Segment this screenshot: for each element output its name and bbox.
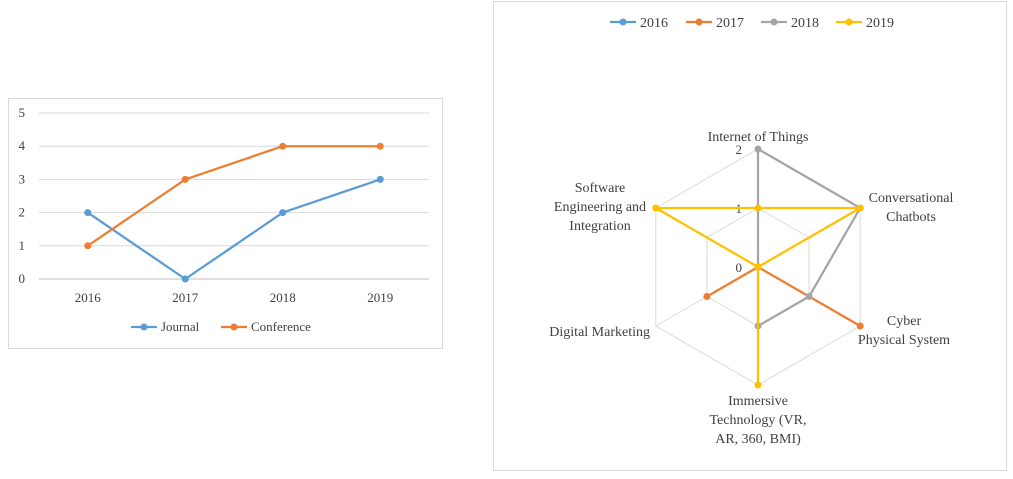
radar-axis-label: Immersive Technology (VR, AR, 360, BMI) [709, 394, 806, 447]
legend-marker-icon [770, 18, 778, 26]
line-chart: 0 1 2 3 4 5 2016 2017 2018 2019 Journal Conference [19, 105, 429, 334]
x-tick-label: 2018 [270, 290, 296, 305]
legend-label: Conference [251, 319, 311, 334]
radar-data-point [856, 322, 864, 330]
data-point [279, 209, 287, 217]
radar-data-point [856, 204, 864, 212]
y-tick-label: 5 [19, 105, 26, 120]
radar-axis-label: Cyber Physical System [858, 314, 950, 348]
radar-data-point [754, 263, 762, 271]
series-line-journal [87, 178, 381, 281]
legend-label: 2016 [640, 16, 668, 31]
radar-axis-label: Software Engineering and Integration [554, 181, 646, 234]
line-chart-panel: 0 1 2 3 4 5 2016 2017 2018 2019 Journal Conference [8, 98, 443, 349]
legend-label: 2019 [866, 16, 894, 31]
radar-data-point [754, 145, 762, 153]
y-tick-label: 1 [19, 238, 26, 253]
radar-axis-label: Digital Marketing [549, 325, 650, 340]
x-tick-label: 2017 [172, 290, 199, 305]
series-line-conference [87, 145, 381, 247]
y-tick-label: 0 [19, 271, 26, 286]
radar-axis-label: Internet of Things [708, 130, 809, 145]
radar-data-point [805, 293, 813, 300]
legend-marker-icon [619, 18, 627, 26]
data-point [279, 142, 287, 150]
data-point [181, 275, 189, 283]
x-tick-label: 2019 [367, 290, 393, 305]
x-tick-label: 2016 [75, 290, 102, 305]
data-point [84, 242, 92, 250]
legend-marker-icon [845, 18, 853, 26]
data-point [84, 209, 92, 217]
y-tick-label: 2 [19, 205, 26, 220]
legend-marker-icon [695, 18, 703, 26]
legend-marker-icon [140, 323, 148, 331]
radar-series-2017 [705, 265, 862, 328]
data-point [376, 142, 384, 150]
radar-tick-label: 2 [736, 142, 743, 157]
legend-label: 2017 [716, 16, 744, 31]
data-point [376, 175, 384, 183]
y-tick-label: 3 [19, 171, 26, 186]
radar-tick-label: 0 [736, 260, 743, 275]
radar-axis-label: Conversational Chatbots [869, 191, 954, 225]
radar-data-point [754, 204, 762, 212]
radar-chart-panel: 0 1 2 Internet of Things Conversational Chatb… [493, 1, 1007, 471]
legend-marker-icon [230, 323, 238, 331]
data-point [181, 175, 189, 183]
radar-data-point [703, 293, 711, 300]
radar-series-2018 [756, 147, 862, 328]
radar-data-point [652, 204, 660, 212]
legend-label: Journal [161, 319, 200, 334]
y-tick-label: 4 [19, 138, 26, 153]
legend-label: 2018 [791, 16, 819, 31]
radar-data-point [754, 381, 762, 389]
